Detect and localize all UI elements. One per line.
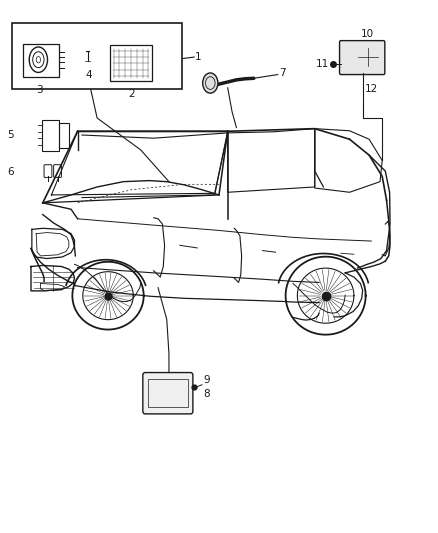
Text: 12: 12 xyxy=(365,84,378,94)
FancyBboxPatch shape xyxy=(339,41,385,75)
Text: 4: 4 xyxy=(85,70,92,80)
Text: 11: 11 xyxy=(316,59,329,69)
Text: 3: 3 xyxy=(36,85,42,95)
Text: 7: 7 xyxy=(279,69,286,78)
Bar xyxy=(42,120,59,151)
FancyBboxPatch shape xyxy=(143,373,193,414)
Bar xyxy=(110,45,152,81)
Text: 8: 8 xyxy=(203,389,209,399)
Text: 10: 10 xyxy=(360,28,374,38)
Bar xyxy=(12,22,182,89)
Ellipse shape xyxy=(203,73,218,93)
Ellipse shape xyxy=(36,56,41,63)
Text: 1: 1 xyxy=(195,52,201,62)
Bar xyxy=(59,123,69,148)
Text: 2: 2 xyxy=(129,90,135,100)
Text: 9: 9 xyxy=(203,375,209,385)
Bar xyxy=(23,44,59,77)
Text: 5: 5 xyxy=(7,130,14,140)
Bar xyxy=(148,379,188,407)
Text: 6: 6 xyxy=(7,167,14,177)
